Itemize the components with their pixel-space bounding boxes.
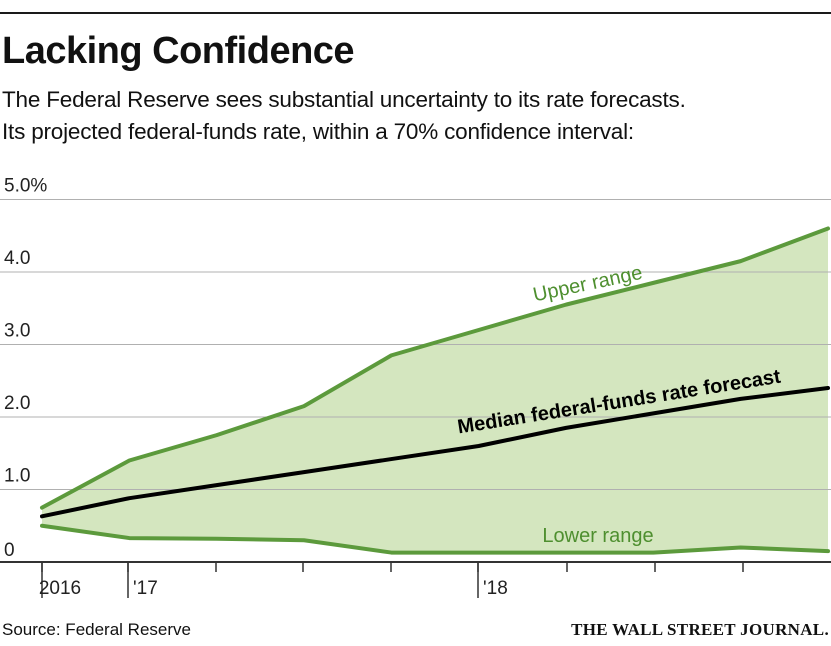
top-rule bbox=[0, 12, 831, 14]
y-tick-label: 0 bbox=[4, 540, 15, 561]
chart-title: Lacking Confidence bbox=[2, 30, 355, 72]
confidence-band bbox=[42, 228, 828, 553]
median-line bbox=[40, 386, 830, 519]
upper-range-line bbox=[40, 226, 830, 510]
x-tick-label: '18 bbox=[483, 578, 508, 599]
y-tick-label: 2.0 bbox=[4, 393, 30, 414]
x-tick-label: '17 bbox=[133, 578, 158, 599]
subtitle-line-1: The Federal Reserve sees substantial unc… bbox=[2, 87, 686, 112]
lower-range-line bbox=[40, 523, 830, 555]
y-tick-label: 3.0 bbox=[4, 321, 30, 342]
y-tick-label: 1.0 bbox=[4, 466, 30, 487]
y-tick-label: 4.0 bbox=[4, 248, 30, 269]
subtitle-line-2: Its projected federal-funds rate, within… bbox=[2, 119, 634, 144]
publisher-logo: THE WALL STREET JOURNAL. bbox=[571, 620, 829, 639]
lower-range-label: Lower range bbox=[542, 525, 653, 547]
chart-subtitle: The Federal Reserve sees substantial unc… bbox=[2, 84, 831, 148]
x-tick-label: 2016 bbox=[39, 578, 81, 599]
y-tick-label: 5.0% bbox=[4, 176, 47, 197]
source-note: Source: Federal Reserve bbox=[2, 620, 191, 639]
